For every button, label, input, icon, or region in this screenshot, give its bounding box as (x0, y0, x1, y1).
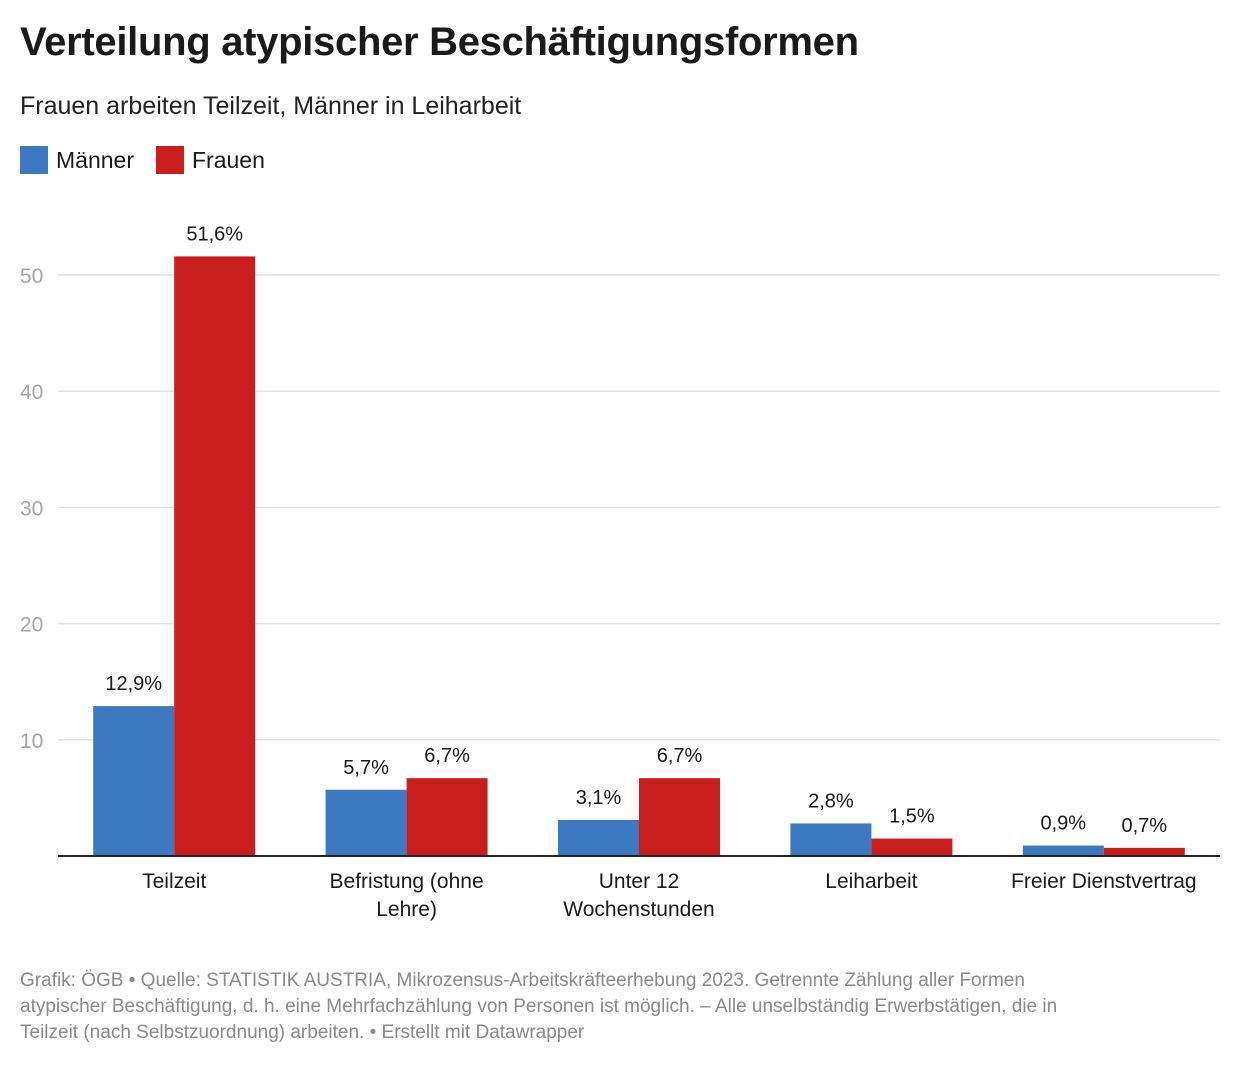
footer-notes: Grafik: ÖGB • Quelle: STATISTIK AUSTRIA,… (20, 968, 1225, 1046)
bar-maenner (325, 789, 407, 856)
value-label: 0,7% (1122, 815, 1168, 837)
x-category-label-line: Lehre) (376, 898, 437, 921)
legend-label-maenner: Männer (56, 146, 134, 173)
value-label: 1,5% (889, 806, 935, 828)
x-category-label: Unter 12 Wochenstunden (563, 870, 714, 921)
bar-frauen (1103, 847, 1185, 856)
chart-title: Verteilung atypischer Beschäftigungsform… (20, 20, 859, 64)
value-label: 0,9% (1041, 813, 1087, 835)
y-tick-label: 30 (20, 497, 43, 520)
y-tick-label: 50 (20, 265, 43, 288)
x-category-label: Teilzeit (142, 870, 206, 893)
bar-frauen (174, 256, 256, 857)
value-label: 6,7% (657, 745, 703, 767)
bar-maenner (93, 706, 175, 856)
x-category-label: Freier Dienstvertrag (1011, 870, 1197, 893)
x-category-label-line: Unter 12 (599, 870, 680, 893)
x-category-label-line: Wochenstunden (563, 898, 714, 921)
bar-maenner (1022, 845, 1104, 856)
x-category-label-line: Leiharbeit (825, 870, 917, 893)
bar-frauen (639, 778, 720, 856)
legend-swatch-maenner (20, 146, 48, 174)
x-category-label: Leiharbeit (825, 870, 917, 893)
legend: Männer Frauen (20, 146, 287, 174)
y-tick-label: 40 (20, 381, 43, 404)
x-category-label: Befristung (ohne Lehre) (330, 870, 484, 921)
y-tick-label: 10 (20, 730, 43, 753)
legend-swatch-frauen (155, 146, 184, 174)
value-label: 51,6% (186, 223, 243, 245)
bar-frauen (406, 778, 488, 856)
bar-maenner (790, 823, 872, 856)
footer-line-2: atypischer Beschäftigung, d. h. eine Meh… (20, 996, 1058, 1017)
value-label: 3,1% (576, 787, 622, 809)
bar-chart: 10 20 30 40 50 12,9% 51,6% Teilzeit 5,7% 6,7% Befr… (20, 223, 1220, 921)
y-tick-label: 20 (20, 614, 43, 637)
legend-item-frauen: Frauen (155, 146, 265, 174)
x-category-label-line: Freier Dienstvertrag (1011, 870, 1197, 893)
legend-label-frauen: Frauen (191, 146, 265, 173)
value-label: 5,7% (343, 757, 389, 779)
bar-frauen (871, 838, 953, 856)
footer-line-3: Teilzeit (nach Selbstzuordnung) arbeiten… (20, 1022, 585, 1043)
x-category-label-line: Teilzeit (142, 870, 206, 893)
value-label: 6,7% (424, 745, 470, 767)
bar-maenner (558, 819, 639, 856)
legend-item-maenner: Männer (20, 146, 134, 174)
value-label: 2,8% (808, 790, 854, 812)
x-category-label-line: Befristung (ohne (330, 870, 484, 893)
chart-subtitle: Frauen arbeiten Teilzeit, Männer in Leih… (20, 92, 522, 120)
value-label: 12,9% (105, 673, 162, 695)
footer-line-1: Grafik: ÖGB • Quelle: STATISTIK AUSTRIA,… (20, 970, 1025, 991)
